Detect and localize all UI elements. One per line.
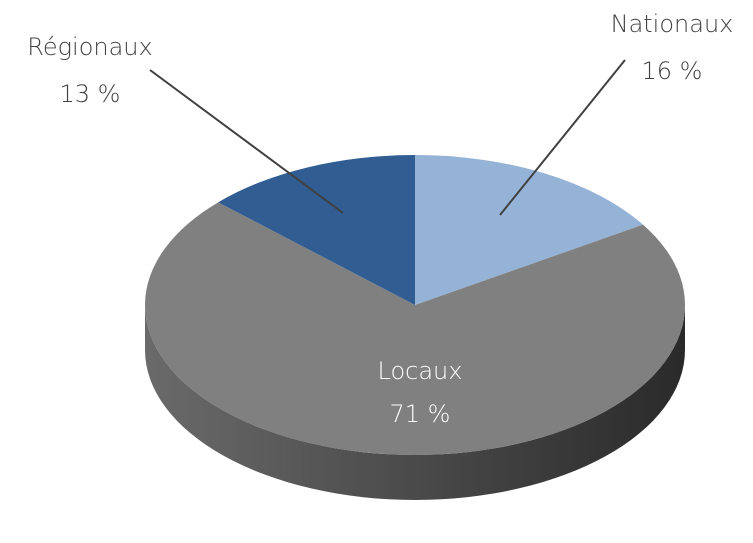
slice-name: Régionaux	[27, 33, 152, 61]
leader-line	[149, 69, 344, 214]
leader-line	[499, 59, 626, 216]
slice-name: Locaux	[378, 357, 463, 385]
pie-slice	[415, 155, 643, 305]
pie-side	[145, 305, 685, 500]
slice-value: 16 %	[642, 57, 703, 85]
slice-name: Nationaux	[611, 10, 734, 38]
slice-value: 13 %	[60, 80, 121, 108]
slice-value: 71 %	[390, 400, 451, 428]
pie-slice	[218, 155, 415, 305]
pie-slice	[145, 202, 686, 455]
